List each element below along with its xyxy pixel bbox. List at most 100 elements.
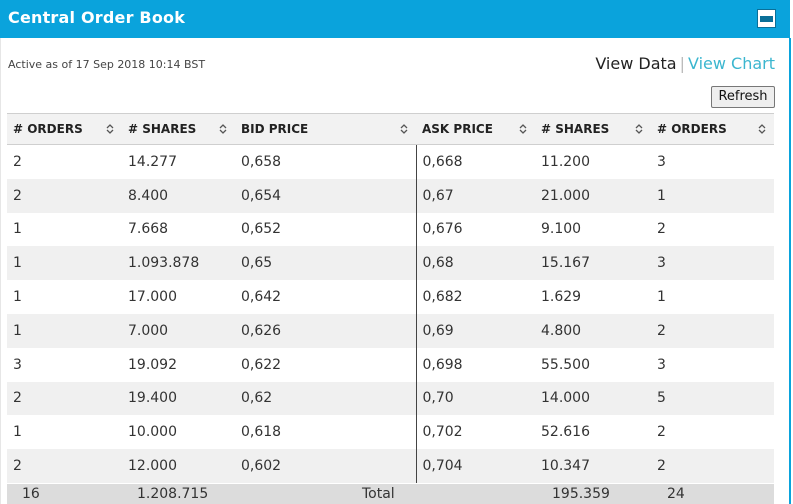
cell-bid-shares: 19.400 bbox=[122, 381, 235, 416]
cell-ask-shares: 14.000 bbox=[535, 381, 651, 416]
cell-ask-orders: 2 bbox=[651, 449, 774, 483]
cell-bid-orders: 1 bbox=[7, 313, 122, 348]
cell-ask-price: 0,704 bbox=[415, 449, 535, 483]
cell-bid-orders: 2 bbox=[7, 381, 122, 416]
column-header-bid-price[interactable]: BID PRICE bbox=[235, 113, 416, 145]
column-header-label: # SHARES bbox=[541, 122, 610, 136]
table-row: 2 19.400 0,62 0,70 14.000 5 bbox=[7, 381, 774, 416]
total-bid-shares: 1.208.715 bbox=[137, 486, 209, 502]
sort-arrows-icon[interactable] bbox=[519, 123, 527, 135]
column-header-label: # SHARES bbox=[128, 122, 197, 136]
column-header-ask-price[interactable]: ASK PRICE bbox=[416, 113, 535, 145]
cell-ask-orders: 5 bbox=[651, 381, 774, 416]
cell-bid-shares: 8.400 bbox=[122, 178, 235, 213]
cell-ask-price: 0,67 bbox=[415, 178, 535, 213]
cell-ask-orders: 1 bbox=[651, 178, 774, 213]
sort-arrows-icon[interactable] bbox=[219, 123, 227, 135]
column-header-ask-orders[interactable]: # ORDERS bbox=[651, 113, 774, 145]
active-timestamp: Active as of 17 Sep 2018 10:14 BST bbox=[8, 58, 206, 71]
cell-bid-price: 0,642 bbox=[235, 280, 416, 314]
cell-ask-price: 0,698 bbox=[415, 347, 535, 382]
cell-bid-shares: 7.000 bbox=[122, 313, 235, 348]
cell-ask-shares: 55.500 bbox=[535, 347, 651, 382]
cell-ask-orders: 1 bbox=[651, 280, 774, 314]
cell-ask-shares: 1.629 bbox=[535, 280, 651, 314]
cell-ask-orders: 3 bbox=[651, 144, 774, 179]
sort-arrows-icon[interactable] bbox=[635, 123, 643, 135]
refresh-button[interactable]: Refresh bbox=[711, 86, 775, 108]
table-row: 3 19.092 0,622 0,698 55.500 3 bbox=[7, 347, 774, 382]
cell-ask-shares: 11.200 bbox=[535, 144, 651, 179]
cell-bid-price: 0,658 bbox=[235, 144, 416, 179]
cell-ask-orders: 3 bbox=[651, 347, 774, 382]
cell-bid-price: 0,65 bbox=[235, 246, 416, 281]
cell-bid-price: 0,654 bbox=[235, 178, 416, 213]
cell-ask-orders: 2 bbox=[651, 212, 774, 247]
cell-bid-shares: 14.277 bbox=[122, 144, 235, 179]
cell-ask-shares: 9.100 bbox=[535, 212, 651, 247]
cell-ask-shares: 15.167 bbox=[535, 246, 651, 281]
cell-ask-price: 0,68 bbox=[415, 246, 535, 281]
sort-arrows-icon[interactable] bbox=[400, 123, 408, 135]
total-ask-shares: 195.359 bbox=[552, 486, 610, 502]
view-chart-link[interactable]: View Chart bbox=[687, 54, 775, 73]
cell-bid-shares: 19.092 bbox=[122, 347, 235, 382]
cell-ask-price: 0,70 bbox=[415, 381, 535, 416]
cell-ask-orders: 2 bbox=[651, 415, 774, 450]
cell-ask-price: 0,702 bbox=[415, 415, 535, 450]
totals-row: 16 1.208.715 Total 195.359 24 bbox=[7, 484, 774, 504]
column-header-label: BID PRICE bbox=[241, 122, 309, 136]
table-row: 2 8.400 0,654 0,67 21.000 1 bbox=[7, 178, 774, 213]
column-header-label: # ORDERS bbox=[13, 122, 83, 136]
total-ask-orders: 24 bbox=[667, 486, 685, 502]
view-separator: | bbox=[679, 54, 685, 73]
cell-ask-price: 0,69 bbox=[415, 313, 535, 348]
cell-ask-price: 0,668 bbox=[415, 144, 535, 179]
cell-bid-orders: 1 bbox=[7, 246, 122, 281]
cell-bid-price: 0,626 bbox=[235, 313, 416, 348]
cell-bid-shares: 17.000 bbox=[122, 280, 235, 314]
cell-ask-shares: 21.000 bbox=[535, 178, 651, 213]
order-rows: 2 14.277 0,658 0,668 11.200 3 2 8.400 0,654 0,67 2… bbox=[7, 144, 774, 483]
table-row: 2 12.000 0,602 0,704 10.347 2 bbox=[7, 449, 774, 483]
column-header-bid-shares[interactable]: # SHARES bbox=[122, 113, 235, 145]
panel-body bbox=[0, 38, 791, 504]
table-row: 1 17.000 0,642 0,682 1.629 1 bbox=[7, 280, 774, 314]
cell-bid-shares: 7.668 bbox=[122, 212, 235, 247]
minus-square-icon[interactable] bbox=[757, 9, 776, 28]
header-row: # ORDERS # SHARES BID PRICE ASK PRICE # SHAR… bbox=[7, 113, 774, 145]
cell-ask-price: 0,676 bbox=[415, 212, 535, 247]
cell-bid-shares: 10.000 bbox=[122, 415, 235, 450]
cell-bid-orders: 3 bbox=[7, 347, 122, 382]
sort-arrows-icon[interactable] bbox=[758, 123, 766, 135]
table-row: 1 7.668 0,652 0,676 9.100 2 bbox=[7, 212, 774, 247]
cell-bid-orders: 1 bbox=[7, 415, 122, 450]
order-book-table: # ORDERS # SHARES BID PRICE ASK PRICE # SHAR… bbox=[7, 113, 774, 483]
cell-bid-price: 0,602 bbox=[235, 449, 416, 483]
column-header-bid-orders[interactable]: # ORDERS bbox=[7, 113, 122, 145]
total-label: Total bbox=[362, 486, 395, 502]
cell-ask-shares: 52.616 bbox=[535, 415, 651, 450]
cell-ask-orders: 2 bbox=[651, 313, 774, 348]
view-data-link[interactable]: View Data bbox=[595, 54, 677, 73]
cell-bid-shares: 12.000 bbox=[122, 449, 235, 483]
cell-bid-orders: 1 bbox=[7, 212, 122, 247]
cell-bid-price: 0,618 bbox=[235, 415, 416, 450]
total-bid-orders: 16 bbox=[22, 486, 40, 502]
cell-bid-orders: 1 bbox=[7, 280, 122, 314]
cell-bid-orders: 2 bbox=[7, 449, 122, 483]
cell-ask-shares: 10.347 bbox=[535, 449, 651, 483]
sort-arrows-icon[interactable] bbox=[106, 123, 114, 135]
table-row: 2 14.277 0,658 0,668 11.200 3 bbox=[7, 144, 774, 179]
cell-bid-orders: 2 bbox=[7, 178, 122, 213]
panel-title: Central Order Book bbox=[8, 8, 186, 27]
view-toggle: View Data | View Chart bbox=[595, 54, 775, 73]
cell-ask-shares: 4.800 bbox=[535, 313, 651, 348]
table-row: 1 1.093.878 0,65 0,68 15.167 3 bbox=[7, 246, 774, 281]
column-header-label: # ORDERS bbox=[657, 122, 727, 136]
column-header-ask-shares[interactable]: # SHARES bbox=[535, 113, 651, 145]
panel-header: Central Order Book bbox=[0, 0, 790, 38]
cell-bid-price: 0,622 bbox=[235, 347, 416, 382]
cell-ask-orders: 3 bbox=[651, 246, 774, 281]
cell-bid-price: 0,652 bbox=[235, 212, 416, 247]
